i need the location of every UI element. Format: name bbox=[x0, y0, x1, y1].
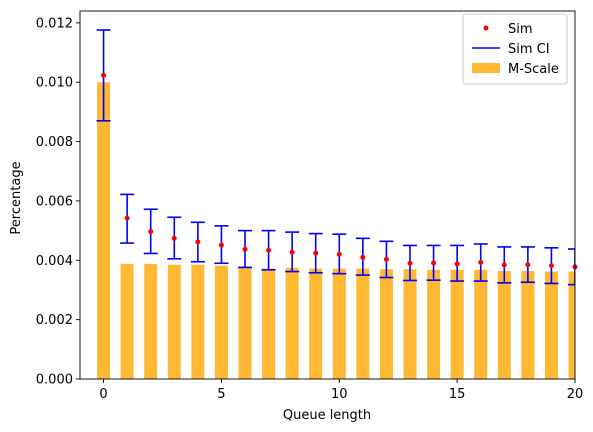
point-sim bbox=[454, 261, 460, 267]
x-tick-label: 20 bbox=[567, 387, 584, 402]
bar-mscale bbox=[521, 270, 535, 379]
point-sim bbox=[525, 262, 531, 268]
legend-sim-marker bbox=[483, 25, 489, 31]
bar-mscale bbox=[285, 267, 299, 379]
y-tick-label: 0.008 bbox=[36, 135, 73, 150]
ci-layer bbox=[96, 29, 575, 286]
point-sim bbox=[478, 259, 484, 265]
point-sim bbox=[313, 250, 319, 256]
point-sim bbox=[101, 72, 107, 78]
point-sim bbox=[171, 235, 177, 241]
legend-mscale-label: M-Scale bbox=[508, 62, 559, 77]
bar-mscale bbox=[97, 82, 111, 379]
x-tick-label: 0 bbox=[99, 387, 107, 402]
bar-mscale bbox=[356, 268, 370, 379]
bar-mscale bbox=[403, 269, 417, 379]
bar-mscale bbox=[238, 266, 252, 379]
legend-sim-label: Sim bbox=[508, 22, 533, 37]
point-sim bbox=[360, 254, 366, 260]
point-sim bbox=[336, 251, 342, 257]
y-tick-label: 0.002 bbox=[36, 313, 73, 328]
bar-mscale bbox=[144, 263, 158, 379]
point-sim bbox=[383, 256, 389, 262]
legend-mscale-swatch bbox=[472, 63, 500, 73]
ticks-layer: 0 5 10 15 20 0.000 0.002 0.004 0.006 0.008 0.010 0.… bbox=[36, 16, 583, 402]
y-tick-label: 0.004 bbox=[36, 254, 73, 269]
point-sim bbox=[218, 242, 224, 248]
y-tick-label: 0.006 bbox=[36, 194, 73, 209]
bar-mscale bbox=[309, 268, 323, 379]
bar-mscale bbox=[167, 264, 181, 379]
bar-mscale bbox=[497, 270, 511, 379]
legend: Sim Sim CI M-Scale bbox=[462, 13, 568, 85]
point-sim bbox=[431, 260, 437, 266]
bar-mscale bbox=[214, 265, 228, 379]
bar-mscale bbox=[450, 269, 464, 379]
bar-mscale bbox=[379, 269, 393, 379]
point-sim bbox=[501, 262, 507, 268]
points-layer bbox=[101, 72, 578, 270]
legend-ci-label: Sim CI bbox=[508, 42, 550, 57]
x-tick-label: 10 bbox=[331, 387, 348, 402]
bar-mscale bbox=[262, 268, 276, 379]
bars-layer bbox=[97, 82, 575, 379]
bar-mscale bbox=[332, 268, 346, 379]
x-tick-label: 15 bbox=[449, 387, 466, 402]
point-sim bbox=[148, 229, 154, 235]
bar-mscale bbox=[427, 269, 441, 379]
y-tick-label: 0.010 bbox=[36, 76, 73, 91]
point-sim bbox=[548, 263, 554, 269]
bar-mscale bbox=[191, 264, 205, 379]
axes-layer bbox=[79, 10, 576, 380]
x-axis-label: Queue length bbox=[283, 408, 371, 423]
point-sim bbox=[289, 249, 295, 255]
y-tick-label: 0.012 bbox=[36, 16, 73, 31]
y-axis-label: Percentage bbox=[9, 161, 24, 234]
point-sim bbox=[124, 215, 130, 221]
point-sim bbox=[266, 247, 272, 253]
bar-mscale bbox=[474, 269, 488, 379]
point-sim bbox=[407, 260, 413, 266]
point-sim bbox=[195, 239, 201, 245]
plot-frame bbox=[79, 10, 576, 380]
x-tick-label: 5 bbox=[217, 387, 225, 402]
bar-mscale bbox=[568, 271, 575, 379]
bar-mscale bbox=[544, 271, 558, 379]
y-tick-label: 0.000 bbox=[36, 373, 73, 388]
point-sim bbox=[242, 246, 248, 252]
bar-mscale bbox=[120, 263, 134, 379]
